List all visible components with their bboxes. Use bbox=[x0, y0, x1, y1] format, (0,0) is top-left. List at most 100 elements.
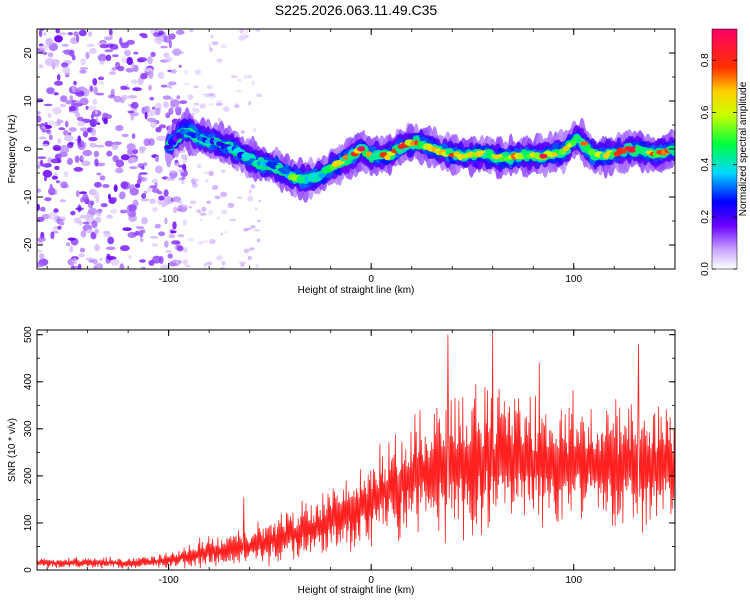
spectrogram-noise-cell bbox=[152, 32, 162, 37]
spectrogram-noise-cell bbox=[73, 92, 81, 95]
spectrogram-ridge-core-cell bbox=[164, 145, 174, 150]
spectrogram-peak-cell bbox=[626, 146, 635, 152]
spectrogram-noise-cell bbox=[82, 131, 89, 138]
spectrogram-noise-cell bbox=[163, 35, 172, 43]
colorbar-tick-label: 0.6 bbox=[700, 105, 711, 119]
spectrogram-ridge-core-cell bbox=[486, 152, 493, 159]
spectrogram-noise-cell bbox=[51, 175, 59, 180]
spectrogram-noise-cell bbox=[45, 38, 53, 46]
spectrogram-noise-cell bbox=[69, 245, 74, 253]
spectrogram-noise-cell bbox=[160, 264, 170, 269]
spectrogram-noise-cell bbox=[109, 34, 113, 40]
spectrogram-noise-cell bbox=[69, 106, 77, 112]
y-tick-label: 500 bbox=[23, 326, 34, 343]
spectrogram-noise-cell bbox=[163, 101, 169, 108]
spectrogram-noise-cell bbox=[253, 228, 261, 232]
spectrogram-ridge-core-cell bbox=[195, 132, 201, 138]
spectrogram-noise-cell bbox=[187, 94, 194, 100]
spectrogram-noise-cell bbox=[177, 164, 185, 168]
spectrogram-noise-cell bbox=[47, 52, 54, 58]
spectrogram-noise-cell bbox=[109, 43, 119, 50]
spectrogram-noise-cell bbox=[156, 135, 167, 141]
colorbar-frame bbox=[711, 28, 738, 270]
y-tick-label: 10 bbox=[23, 95, 34, 107]
spectrogram-noise-cell bbox=[78, 220, 83, 226]
spectrogram-noise-cell bbox=[206, 200, 211, 205]
spectrogram-noise-cell bbox=[206, 261, 213, 266]
spectrogram-noise-cell bbox=[164, 240, 169, 248]
spectrogram-noise-cell bbox=[197, 241, 203, 245]
spectrogram-noise-cell bbox=[77, 204, 82, 213]
spectrogram-noise-cell bbox=[167, 195, 172, 199]
spectrogram-noise-cell bbox=[174, 106, 182, 114]
spectrogram-noise-cell bbox=[182, 259, 188, 266]
spectrogram-noise-cell bbox=[139, 259, 146, 263]
spectrogram-noise-cell bbox=[37, 163, 41, 169]
y-tick-label: 20 bbox=[23, 47, 34, 59]
spectrogram-noise-cell bbox=[239, 29, 244, 34]
spectrogram-noise-cell bbox=[42, 169, 53, 178]
spectrogram-noise-cell bbox=[65, 242, 71, 247]
spectrogram-noise-cell bbox=[196, 164, 202, 169]
spectrogram-noise-cell bbox=[89, 85, 94, 92]
spectrogram-noise-cell bbox=[154, 155, 159, 163]
spectrogram-noise-cell bbox=[110, 88, 115, 97]
spectrogram-noise-cell bbox=[70, 265, 75, 269]
colorbar-tick-label: 0.4 bbox=[700, 157, 711, 171]
spectrogram-noise-cell bbox=[52, 107, 62, 115]
spectrogram-noise-cell bbox=[201, 240, 209, 244]
spectrogram-noise-cell bbox=[38, 29, 43, 38]
spectrogram-noise-cell bbox=[163, 189, 169, 197]
spectrogram-noise-cell bbox=[212, 185, 219, 190]
spectrogram-noise-cell bbox=[243, 248, 250, 254]
spectrogram-noise-cell bbox=[70, 210, 76, 216]
spectrogram-noise-cell bbox=[141, 217, 148, 225]
spectrogram-noise-cell bbox=[56, 118, 61, 126]
spectrogram-noise-cell bbox=[67, 32, 74, 36]
colorbar-label: Normalized spectral amplitude bbox=[738, 81, 749, 216]
spectrogram-noise-cell bbox=[208, 170, 214, 177]
spectrogram-noise-cell bbox=[179, 100, 188, 104]
spectrogram-noise-cell bbox=[220, 44, 227, 49]
spectrogram-noise-cell bbox=[43, 103, 53, 107]
spectrogram-noise-cell bbox=[54, 35, 63, 43]
spectrogram-noise-cell bbox=[170, 230, 177, 234]
spectrogram-noise-cell bbox=[94, 244, 100, 252]
spectrogram-noise-cell bbox=[54, 165, 60, 171]
spectrogram-noise-cell bbox=[203, 263, 207, 268]
y-tick-label: -20 bbox=[23, 237, 34, 252]
spectrogram-noise-cell bbox=[155, 165, 163, 174]
spectrogram-noise-cell bbox=[199, 219, 203, 222]
spectrogram-noise-cell bbox=[61, 43, 69, 47]
spectrogram-noise-cell bbox=[154, 223, 161, 229]
spectrogram-noise-cell bbox=[73, 167, 84, 172]
spectrogram-noise-cell bbox=[198, 210, 201, 214]
spectrogram-noise-cell bbox=[170, 69, 177, 74]
spectrogram-noise-cell bbox=[250, 184, 256, 189]
spectrogram-noise-cell bbox=[146, 117, 157, 123]
spectrogram-noise-cell bbox=[105, 255, 111, 264]
spectrogram-noise-cell bbox=[149, 236, 159, 239]
spectrogram-noise-cell bbox=[175, 29, 185, 35]
spectrogram-noise-cell bbox=[182, 219, 187, 226]
spectrogram-noise-cell bbox=[79, 247, 86, 253]
spectrogram-noise-cell bbox=[137, 59, 145, 63]
spectrogram-noise-cell bbox=[107, 236, 115, 245]
spectrogram-noise-cell bbox=[47, 157, 53, 164]
spectrogram-noise-cell bbox=[204, 171, 209, 174]
spectrogram-noise-cell bbox=[172, 260, 178, 263]
spectrogram-noise-cell bbox=[199, 212, 207, 216]
spectrogram-noise-cell bbox=[40, 206, 46, 212]
spectrogram-noise-cell bbox=[221, 210, 228, 215]
x-tick-label: 100 bbox=[565, 274, 582, 285]
spectrogram-noise-cell bbox=[64, 134, 74, 142]
spectrogram-noise-cell bbox=[201, 206, 207, 212]
spectrogram-noise-cell bbox=[178, 169, 185, 173]
spectrogram-noise-cell bbox=[251, 80, 255, 86]
spectrogram-noise-cell bbox=[106, 214, 113, 219]
spectrogram-noise-cell bbox=[89, 48, 97, 54]
spectrogram-peak-cell bbox=[539, 153, 548, 159]
spectrogram-noise-cell bbox=[102, 184, 110, 188]
spectrogram-noise-cell bbox=[50, 158, 61, 164]
spectrogram-noise-cell bbox=[160, 45, 168, 49]
